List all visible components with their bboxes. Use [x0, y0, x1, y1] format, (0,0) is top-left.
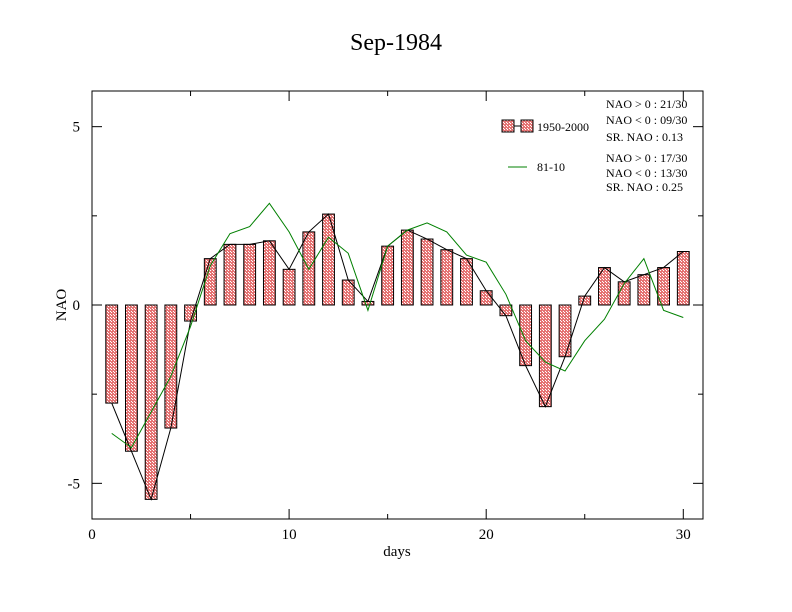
stat-group1-line1: NAO > 0 : 21/30 — [606, 97, 687, 111]
series-1-line — [111, 213, 684, 501]
bar-day-17 — [420, 238, 434, 306]
bar-day-9 — [262, 240, 276, 306]
x-tick-label-30: 30 — [676, 527, 691, 543]
bar-day-22 — [519, 304, 533, 367]
bar-day-27 — [617, 281, 631, 306]
legend-swatch-bar-left — [501, 119, 515, 133]
bar-day-28 — [637, 274, 651, 306]
line-series — [111, 202, 684, 501]
stat-group1-line3: SR. NAO : 0.13 — [606, 130, 683, 144]
x-tick-label-0: 0 — [88, 527, 96, 543]
bar-day-13 — [341, 279, 355, 306]
bar-day-18 — [440, 249, 454, 306]
y-tick-label-0: 0 — [73, 298, 81, 314]
bar-day-7 — [223, 243, 237, 306]
bar-day-16 — [400, 229, 414, 306]
y-tick-label--5: -5 — [68, 476, 81, 492]
y-tick-label-5: 5 — [73, 120, 81, 136]
bar-day-8 — [243, 243, 257, 306]
x-axis-label: days — [383, 544, 411, 560]
bar-day-3 — [144, 304, 158, 500]
x-tick-label-10: 10 — [282, 527, 297, 543]
series-2-line — [111, 202, 684, 449]
legend-label-series-2: 81-10 — [537, 160, 565, 174]
x-tick-label-20: 20 — [479, 527, 494, 543]
chart-title: Sep-1984 — [350, 30, 442, 56]
legend-label-series-1: 1950-2000 — [537, 120, 589, 134]
bar-day-2 — [125, 304, 138, 452]
stat-group1-line2: NAO < 0 : 09/30 — [606, 113, 687, 127]
axis-ticks: 0 10 20 30 -5 0 5 — [68, 91, 703, 543]
y-axis-label: NAO — [54, 289, 70, 322]
bar-day-23 — [538, 304, 552, 408]
bar-day-24 — [558, 304, 572, 358]
bar-day-20 — [479, 290, 493, 306]
legend-swatch-bar-right — [520, 119, 534, 133]
stat-group2-line2: NAO < 0 : 13/30 — [606, 166, 687, 180]
bar-day-30 — [676, 251, 690, 306]
bar-series — [105, 213, 690, 500]
bar-day-15 — [381, 245, 395, 306]
stat-group2-line1: NAO > 0 : 17/30 — [606, 151, 687, 165]
bar-day-1 — [105, 304, 119, 404]
legend: 1950-2000 81-10 NAO > 0 : 21/30 NAO < 0 … — [501, 97, 687, 194]
bar-day-10 — [282, 268, 296, 306]
stat-group2-line3: SR. NAO : 0.25 — [606, 180, 683, 194]
